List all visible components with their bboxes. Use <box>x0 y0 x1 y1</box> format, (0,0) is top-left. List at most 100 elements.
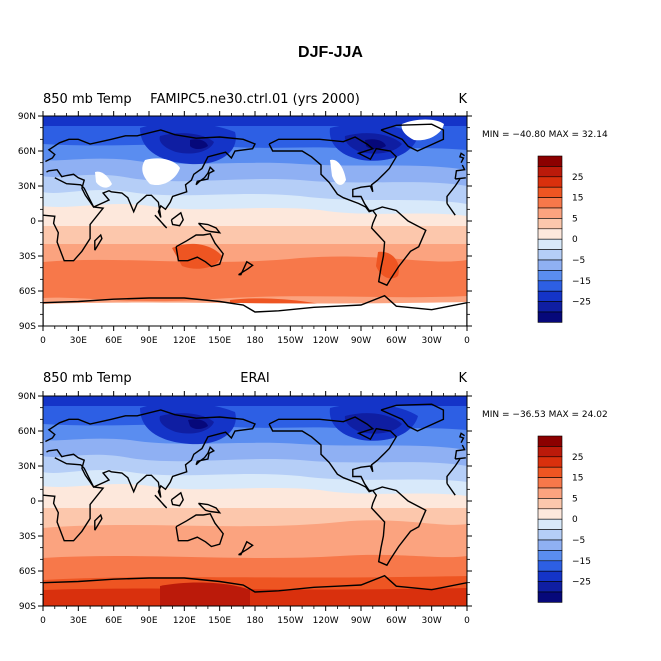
lon-tick-label: 90W <box>351 616 371 626</box>
panel-center-label: ERAI <box>240 371 269 386</box>
lon-tick-label: 60E <box>105 616 122 626</box>
lon-tick-label: 0 <box>464 336 470 346</box>
panel-center-label: FAMIPC5.ne30.ctrl.01 (yrs 2000) <box>150 92 360 107</box>
colorbar-box <box>537 228 563 240</box>
coastline <box>43 574 467 606</box>
colorbar-label: 0 <box>572 515 578 525</box>
lat-tick-label: 90S <box>19 602 36 612</box>
coastline <box>380 403 445 432</box>
lon-tick-label: 90W <box>351 336 371 346</box>
coastline <box>154 494 168 509</box>
colorbar-box <box>537 570 563 582</box>
panel-model: 850 mb Temp FAMIPC5.ne30.ctrl.01 (yrs 20… <box>43 92 608 326</box>
panel-stats: MIN = −40.80 MAX = 32.14 <box>482 130 608 140</box>
coastline <box>459 152 465 164</box>
map-axes: 90N 60N 30N 0 30S 60S 90S 0 30E 60E 90E 120E 150E 180… <box>18 111 472 626</box>
lon-tick-label: 30W <box>421 616 441 626</box>
coastline-overlay <box>43 123 467 326</box>
colorbar-box <box>537 466 563 478</box>
lat-tick-label: 30S <box>19 252 36 262</box>
colorbar: 25 15 5 0 −5 −15 −25 <box>537 435 591 603</box>
coastline <box>370 206 427 287</box>
lon-tick-label: 180 <box>246 616 263 626</box>
coastline <box>459 432 465 444</box>
colorbar-label: 15 <box>572 194 583 204</box>
lon-tick-label: 0 <box>40 336 46 346</box>
lat-tick-label: 0 <box>30 217 36 227</box>
coastline <box>198 222 222 234</box>
coastline <box>370 486 427 567</box>
colorbar-label: −25 <box>572 578 591 588</box>
lon-tick-label: 0 <box>40 616 46 626</box>
lon-tick-label: 90E <box>140 616 157 626</box>
coastline <box>170 211 184 227</box>
lat-tick-label: 30N <box>18 182 36 192</box>
coastline <box>170 491 184 507</box>
coastline-overlay <box>43 403 467 606</box>
colorbar-label: −15 <box>572 277 591 287</box>
coastline <box>175 513 224 548</box>
coastline <box>175 233 224 268</box>
lon-tick-label: 120W <box>313 616 339 626</box>
lon-tick-label: 120E <box>173 616 196 626</box>
colorbar-box <box>537 446 563 458</box>
colorbar-box <box>537 218 563 230</box>
panel-stats: MIN = −36.53 MAX = 24.02 <box>482 410 608 420</box>
colorbar-box <box>537 270 563 282</box>
lon-tick-label: 60E <box>105 336 122 346</box>
lon-tick-label: 30E <box>70 336 87 346</box>
colorbar-label: 25 <box>572 453 583 463</box>
coastline <box>195 446 215 466</box>
coastline <box>268 416 398 493</box>
lon-tick-label: 150E <box>208 336 231 346</box>
colorbar-box <box>537 581 563 593</box>
temperature-field-map <box>43 396 467 606</box>
colorbar-box <box>537 155 563 167</box>
colorbar-box <box>537 166 563 178</box>
colorbar-label: 5 <box>572 214 578 224</box>
colorbar-box <box>537 487 563 499</box>
colorbar-box <box>537 518 563 530</box>
lon-tick-label: 120W <box>313 336 339 346</box>
colorbar-box <box>537 508 563 520</box>
lat-tick-label: 60S <box>19 287 36 297</box>
panel-left-label: 850 mb Temp <box>43 92 132 107</box>
temperature-field-map <box>43 116 467 326</box>
lat-tick-label: 90N <box>18 112 36 122</box>
coastline <box>198 502 222 514</box>
colorbar-box <box>537 259 563 271</box>
panel-units-label: K <box>458 371 467 386</box>
colorbar-box <box>537 477 563 489</box>
colorbar-box <box>537 435 563 447</box>
antarctic-missing <box>43 302 467 326</box>
lat-tick-label: 60S <box>19 567 36 577</box>
figure-title: DJF-JJA <box>298 44 363 61</box>
colorbar-label: 25 <box>572 173 583 183</box>
coastline <box>45 129 466 218</box>
panel-reanalysis: 850 mb Temp ERAI K MIN = −36.53 MAX = 24… <box>43 371 608 606</box>
colorbar-box <box>537 498 563 510</box>
coastline <box>45 409 466 498</box>
lon-tick-label: 150W <box>277 616 303 626</box>
lon-tick-label: 120E <box>173 336 196 346</box>
lat-tick-label: 30S <box>19 532 36 542</box>
colorbars: 25 15 5 0 −5 −15 −25 25 15 5 0 −5 −15 −25 <box>537 155 591 603</box>
lat-tick-label: 60N <box>18 147 36 157</box>
lat-tick-label: 90N <box>18 392 36 402</box>
coastline <box>195 166 215 186</box>
colorbar-box <box>537 529 563 541</box>
lon-tick-label: 60W <box>386 616 406 626</box>
lat-tick-label: 60N <box>18 427 36 437</box>
colorbar-box <box>537 591 563 603</box>
lon-tick-label: 30E <box>70 616 87 626</box>
coastline <box>238 540 254 556</box>
colorbar-label: −5 <box>572 536 585 546</box>
lon-tick-label: 30W <box>421 336 441 346</box>
lat-tick-label: 30N <box>18 462 36 472</box>
colorbar-box <box>537 290 563 302</box>
coastline <box>43 294 467 326</box>
coastline <box>238 260 254 276</box>
colorbar-box <box>537 311 563 323</box>
colorbar: 25 15 5 0 −5 −15 −25 <box>537 155 591 323</box>
